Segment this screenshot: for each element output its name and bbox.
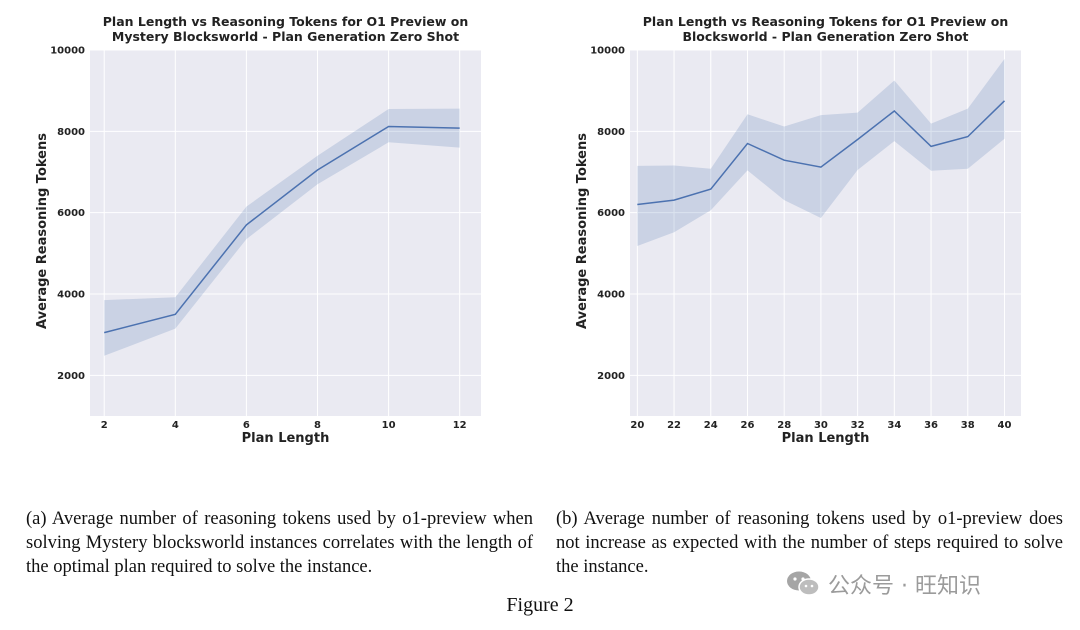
chart-a-y-tick-label: 10000: [50, 46, 85, 57]
chart-b-title-line: Blocksworld - Plan Generation Zero Shot: [682, 29, 968, 44]
chart-b-x-tick-label: 26: [741, 420, 755, 431]
chart-b-y-tick-label: 8000: [597, 127, 625, 138]
chart-b-y-tick-label: 2000: [597, 371, 625, 382]
chart-a-y-tick-label: 8000: [57, 127, 85, 138]
chart-b: 2000 4000 6000 8000 10000 20 22 24 26 28 30 32 34 36 3…: [575, 14, 1021, 446]
chart-b-x-tick-label: 24: [704, 420, 718, 431]
wechat-icon: [786, 570, 820, 598]
chart-b-series-line: [637, 100, 1006, 206]
chart-b-y-tick-label: 4000: [597, 290, 625, 301]
figure-label: Figure 2: [506, 594, 574, 616]
chart-a-x-tick-label: 4: [172, 420, 179, 431]
chart-b-y-tick-label: 10000: [590, 46, 625, 57]
chart-b-confidence-band: [637, 58, 1005, 247]
chart-b-x-tick-label: 34: [887, 420, 901, 431]
chart-a-x-tick-label: 8: [314, 420, 321, 431]
chart-b-x-axis-label: Plan Length: [782, 431, 870, 446]
chart-a-x-tick-label: 12: [453, 420, 467, 431]
chart-a-x-tick-label: 10: [382, 420, 396, 431]
chart-a: 2000 4000 6000 8000 10000 2 4 6 8 10 12 Plan Length…: [35, 14, 481, 446]
chart-a-series-line: [104, 125, 460, 334]
chart-a-x-tick-label: 2: [101, 420, 108, 431]
chart-b-x-tick-label: 38: [961, 420, 975, 431]
chart-a-plot-area: [90, 50, 481, 416]
chart-b-x-tick-label: 36: [924, 420, 938, 431]
chart-b-x-tick-label: 20: [630, 420, 644, 431]
watermark: 公众号 · 旺知识: [786, 568, 981, 600]
chart-b-x-tick-label: 28: [777, 420, 791, 431]
chart-b-x-tick-label: 22: [667, 420, 681, 431]
chart-a-y-tick-label: 2000: [57, 371, 85, 382]
caption-b: (b) Average number of reasoning tokens u…: [556, 509, 1063, 577]
caption-a: (a) Average number of reasoning tokens u…: [26, 509, 533, 577]
chart-a-x-tick-label: 6: [243, 420, 250, 431]
chart-a-x-axis-label: Plan Length: [242, 431, 330, 446]
chart-a-title-line: Plan Length vs Reasoning Tokens for O1 P…: [103, 14, 468, 29]
watermark-text: 公众号 · 旺知识: [828, 574, 981, 599]
chart-a-title-line: Mystery Blocksworld - Plan Generation Ze…: [112, 29, 459, 44]
chart-b-y-axis-label: Average Reasoning Tokens: [575, 133, 590, 329]
chart-b-x-tick-label: 40: [998, 420, 1012, 431]
chart-b-plot-area: [630, 50, 1021, 416]
chart-b-y-tick-label: 6000: [597, 208, 625, 219]
chart-b-x-tick-label: 30: [814, 420, 828, 431]
chart-b-x-tick-label: 32: [851, 420, 865, 431]
chart-a-confidence-band: [104, 108, 460, 356]
chart-a-y-tick-label: 6000: [57, 208, 85, 219]
chart-a-y-axis-label: Average Reasoning Tokens: [35, 133, 50, 329]
chart-a-y-tick-label: 4000: [57, 290, 85, 301]
chart-b-title-line: Plan Length vs Reasoning Tokens for O1 P…: [643, 14, 1008, 29]
